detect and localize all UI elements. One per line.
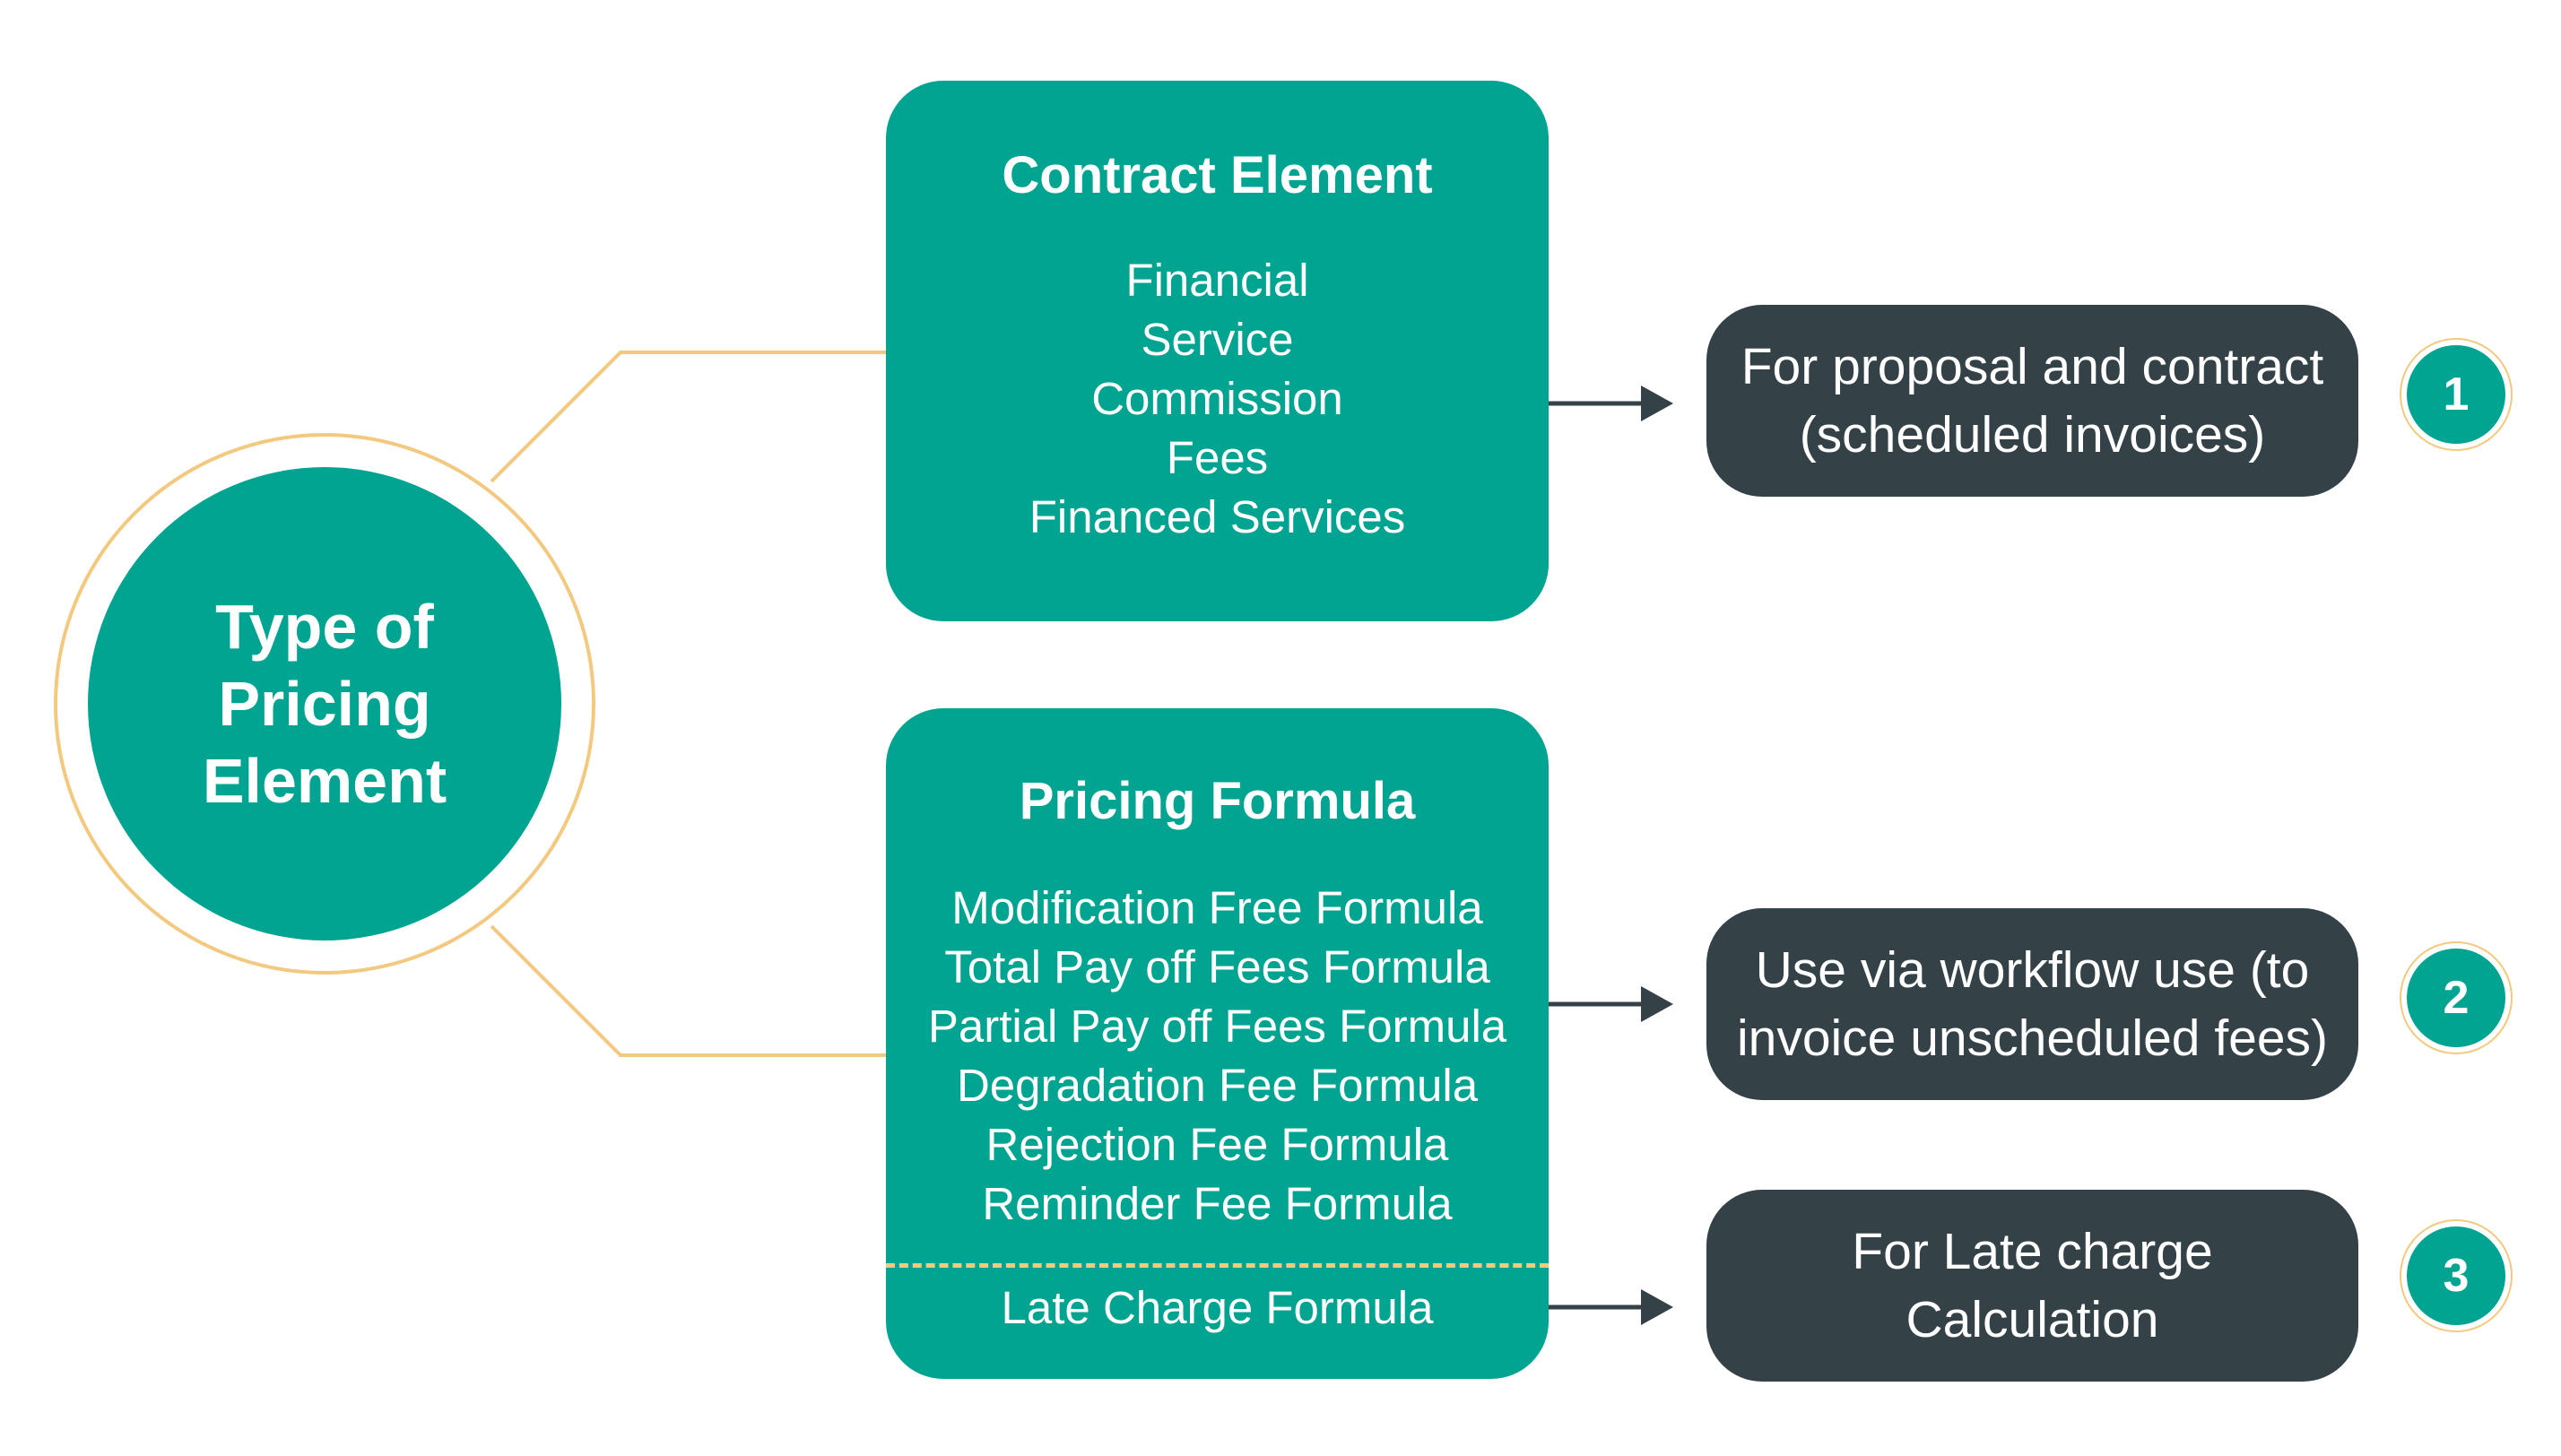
contract-element-box: Contract Element Financial Service Commi… (886, 81, 1549, 621)
pricing-formula-box: Pricing Formula Modification Free Formul… (886, 708, 1549, 1379)
list-item: Reminder Fee Formula (982, 1178, 1453, 1229)
connector-to-pricing-formula (490, 924, 886, 1057)
outcome-3-line-2: Calculation (1906, 1291, 2159, 1348)
pricing-formula-items: Modification Free Formula Total Pay off … (886, 879, 1549, 1234)
list-item: Fees (1166, 432, 1269, 483)
outcome-2-line-2: invoice unscheduled fees) (1736, 1010, 2329, 1067)
number-badge-3: 3 (2407, 1226, 2505, 1325)
outcome-1-line-2: (scheduled invoices) (1799, 406, 2266, 464)
number-badge-2: 2 (2407, 949, 2505, 1047)
center-label: Type of Pricing Element (202, 592, 447, 816)
list-item: Modification Free Formula (951, 882, 1483, 933)
arrow-1 (1549, 386, 1673, 421)
list-item: Total Pay off Fees Formula (944, 941, 1490, 992)
late-charge-divider (886, 1263, 1549, 1268)
outcome-2-line-1: Use via workflow use (to (1755, 941, 2310, 999)
late-charge-formula-item: Late Charge Formula (1001, 1282, 1434, 1333)
list-item: Financial (1125, 255, 1309, 306)
outcome-1-line-1: For proposal and contract (1741, 338, 2324, 395)
list-item: Financed Services (1029, 491, 1406, 542)
center-outer-ring (54, 433, 595, 975)
list-item: Commission (1091, 373, 1343, 424)
outcome-box-2: Use via workflow use (to invoice unsched… (1706, 908, 2358, 1100)
list-item: Rejection Fee Formula (985, 1119, 1449, 1170)
outcome-3-line-1: For Late charge (1852, 1223, 2213, 1280)
list-item: Service (1141, 314, 1294, 365)
contract-element-items: Financial Service Commission Fees Financ… (886, 251, 1549, 547)
contract-element-title: Contract Element (1002, 146, 1433, 204)
arrow-2 (1549, 986, 1673, 1022)
outcome-box-1: For proposal and contract (scheduled inv… (1706, 305, 2358, 497)
number-badge-1: 1 (2407, 345, 2505, 444)
list-item: Degradation Fee Formula (956, 1060, 1479, 1111)
pricing-formula-title: Pricing Formula (1019, 772, 1416, 830)
list-item: Partial Pay off Fees Formula (927, 1001, 1507, 1052)
type-of-pricing-element-circle: Type of Pricing Element (88, 467, 561, 940)
outcome-box-3: For Late charge Calculation (1706, 1190, 2358, 1382)
arrow-3 (1549, 1289, 1673, 1325)
connector-to-contract-element (490, 351, 886, 483)
